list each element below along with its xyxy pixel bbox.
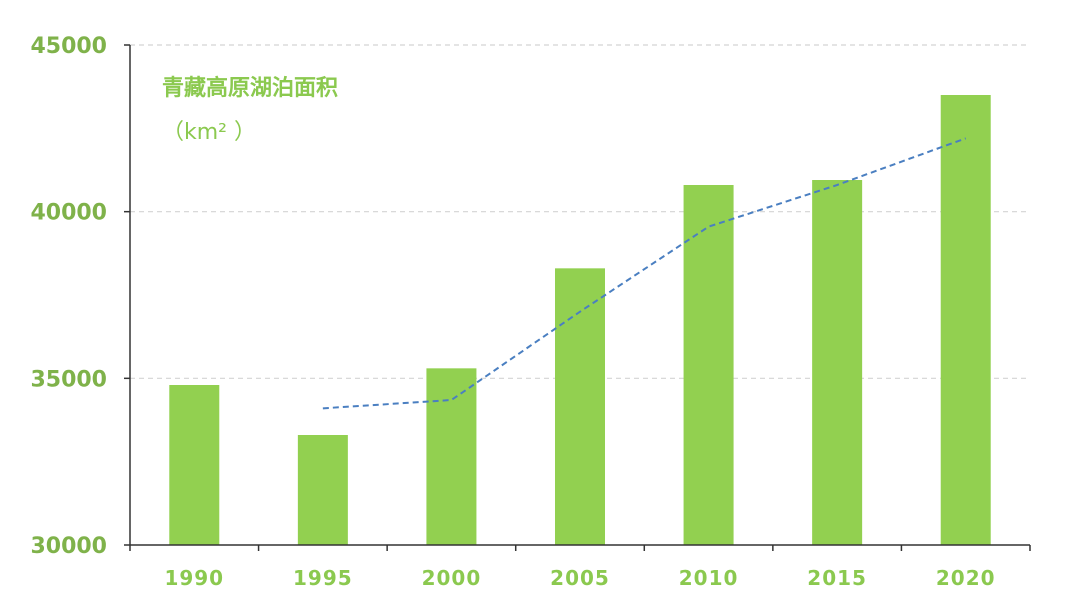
y-tick-label: 30000	[30, 534, 107, 559]
bar-2000	[426, 368, 477, 545]
y-tick-label: 40000	[30, 201, 107, 226]
x-tick-label: 1995	[293, 566, 353, 590]
chart-title: 青藏高原湖泊面积	[162, 76, 339, 101]
x-tick-label: 2000	[422, 566, 482, 590]
x-tick-label: 1990	[164, 566, 224, 590]
bar-2020	[940, 95, 991, 545]
bars	[169, 95, 991, 545]
trend-polyline	[322, 137, 967, 410]
x-tick-label: 2015	[807, 566, 867, 590]
bar-1995	[297, 435, 348, 545]
x-tick-label: 2010	[679, 566, 739, 590]
bar-1990	[169, 385, 220, 545]
chart-unit: （km² ）	[162, 120, 256, 145]
x-tick-label: 2005	[550, 566, 610, 590]
trend-line	[322, 137, 967, 410]
y-tick-label: 45000	[30, 34, 107, 59]
axis-labels: 30000 35000 40000 45000 1990 1995 2000 2005 2010…	[30, 34, 996, 590]
bar-2010	[683, 185, 734, 545]
bar-2015	[812, 180, 863, 545]
x-tick-label: 2020	[936, 566, 996, 590]
y-tick-label: 35000	[30, 367, 107, 392]
bar-2005	[555, 268, 605, 545]
axes	[124, 44, 1031, 551]
